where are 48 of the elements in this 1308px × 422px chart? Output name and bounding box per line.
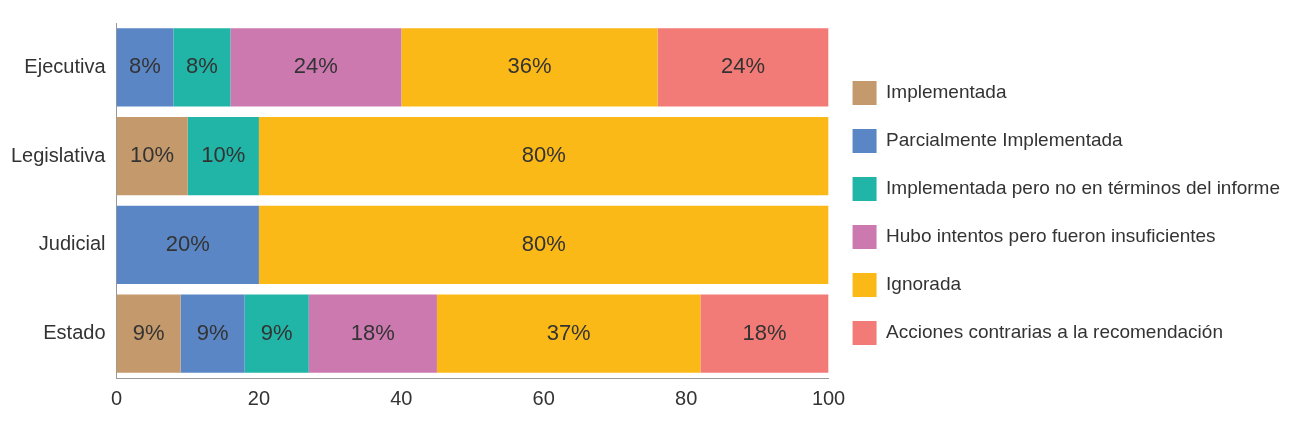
x-tick-label: 20 — [247, 386, 271, 409]
bar — [180, 294, 245, 373]
x-tick-label: 60 — [532, 386, 555, 409]
data-label: 10% — [201, 142, 246, 168]
y-tick-label: Judicial — [38, 232, 106, 255]
data-label: 36% — [507, 53, 552, 79]
bar — [173, 28, 231, 107]
x-tick-label: 80 — [675, 386, 698, 409]
data-label: 9% — [132, 319, 165, 345]
x-tick-label: 0 — [110, 386, 123, 409]
bar — [244, 294, 309, 373]
data-label: 80% — [521, 142, 566, 168]
data-label: 20% — [165, 230, 210, 256]
legend-label: Hubo intentos pero fueron insuficientes — [886, 225, 1216, 247]
y-tick-label: Legislativa — [10, 143, 107, 166]
bar — [258, 205, 829, 284]
bar — [230, 28, 402, 107]
x-tick-label: 40 — [390, 386, 413, 409]
bar — [436, 294, 701, 373]
data-label: 80% — [521, 230, 566, 256]
data-label: 9% — [260, 319, 293, 345]
x-tick-label: 100 — [811, 386, 846, 409]
legend-label: Implementada pero no en términos del informe — [886, 177, 1280, 199]
legend-label: Implementada — [886, 81, 1007, 103]
legend-label: Acciones contrarias a la recomendación — [886, 321, 1223, 343]
y-tick-label: Estado — [43, 321, 106, 344]
data-label: 8% — [186, 53, 218, 79]
bar — [116, 117, 188, 196]
data-label: 24% — [293, 53, 338, 79]
data-label: 37% — [546, 319, 591, 345]
y-tick-label: Ejecutiva — [24, 54, 107, 77]
data-label: 10% — [130, 142, 175, 168]
data-label: 9% — [196, 319, 229, 345]
bar — [308, 294, 437, 373]
data-label: 8% — [129, 53, 161, 79]
bar — [116, 294, 181, 373]
bar — [258, 117, 829, 196]
data-label: 18% — [742, 319, 787, 345]
data-label: 24% — [721, 53, 766, 79]
bar — [700, 294, 829, 373]
bar — [187, 117, 259, 196]
bar — [116, 28, 174, 107]
legend-label: Parcialmente Implementada — [886, 129, 1124, 151]
bar — [657, 28, 829, 107]
legend-label: Ignorada — [886, 273, 962, 295]
bar — [401, 28, 658, 107]
bar — [116, 205, 259, 284]
data-label: 18% — [350, 319, 395, 345]
